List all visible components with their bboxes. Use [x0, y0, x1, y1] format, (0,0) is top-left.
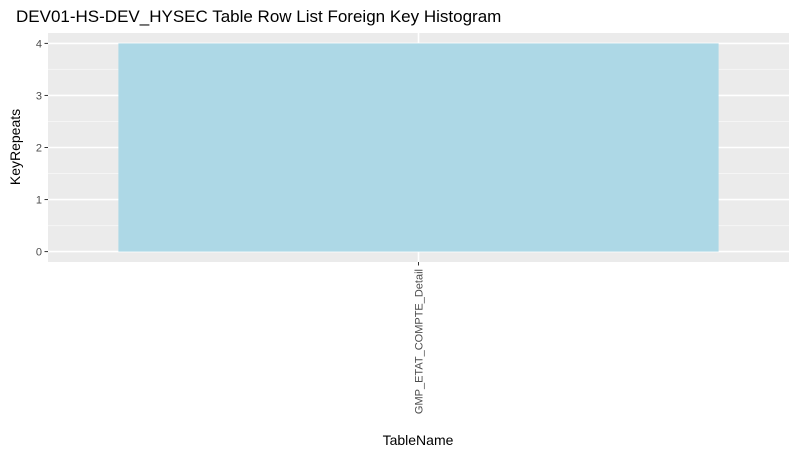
bar-series — [118, 43, 719, 252]
x-axis: GMP_ETAT_COMPTE_Detail — [414, 262, 426, 414]
y-tick-label: 1 — [36, 195, 42, 207]
y-axis-title: KeyRepeats — [7, 109, 23, 185]
y-tick-label: 4 — [36, 38, 42, 50]
y-tick-label: 0 — [36, 247, 42, 259]
y-tick-label: 3 — [36, 90, 42, 102]
y-axis: 0 1 2 3 4 — [36, 38, 48, 259]
x-tick-label: GMP_ETAT_COMPTE_Detail — [414, 269, 426, 414]
x-axis-title: TableName — [383, 432, 454, 448]
bar — [118, 43, 719, 252]
chart-title: DEV01-HS-DEV_HYSEC Table Row List Foreig… — [16, 7, 501, 26]
y-tick-label: 2 — [36, 143, 42, 155]
